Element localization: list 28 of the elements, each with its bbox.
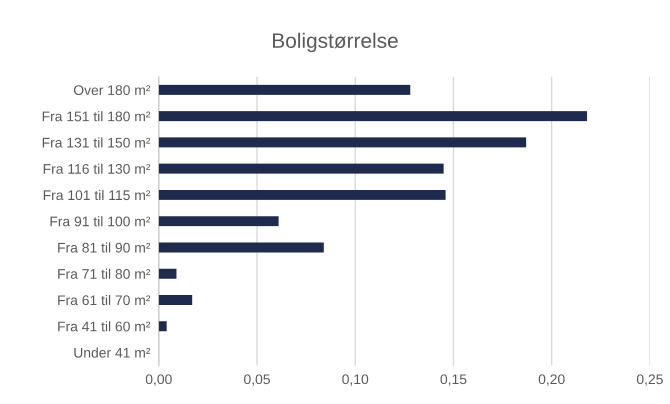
bar [158, 268, 176, 279]
bar [158, 216, 279, 226]
bar [158, 321, 167, 332]
y-tick-label: Fra 81 til 90 m² [58, 242, 150, 253]
y-tick-label: Fra 41 til 60 m² [58, 321, 150, 332]
x-tick-label: 0,15 [440, 374, 466, 386]
bar [158, 294, 192, 305]
bar [158, 111, 588, 122]
x-tick-label: 0,00 [146, 374, 172, 386]
x-tick-label: 0,10 [342, 374, 368, 386]
y-tick-label: Over 180 m² [74, 85, 150, 96]
x-tick-label: 0,05 [244, 374, 270, 386]
chart-title: Boligstørrelse [273, 32, 398, 52]
y-tick-label: Fra 151 til 180 m² [42, 111, 150, 122]
x-tick-label: 0,25 [636, 374, 663, 386]
y-tick-label: Fra 71 til 80 m² [58, 268, 150, 279]
y-tick-label: Fra 91 til 100 m² [50, 216, 150, 226]
x-tick-label: 0,20 [538, 374, 565, 386]
y-tick-label: Fra 101 til 115 m² [44, 190, 150, 200]
y-tick-label: Fra 61 til 70 m² [58, 294, 150, 306]
bar [158, 242, 324, 252]
bar [158, 137, 526, 148]
bar [158, 190, 446, 200]
bar [158, 84, 410, 95]
y-tick-label: Fra 116 til 130 m² [44, 164, 150, 174]
y-tick-label: Fra 131 til 150 m² [42, 137, 150, 148]
y-tick-label: Under 41 m² [74, 347, 150, 358]
bar [158, 164, 444, 174]
